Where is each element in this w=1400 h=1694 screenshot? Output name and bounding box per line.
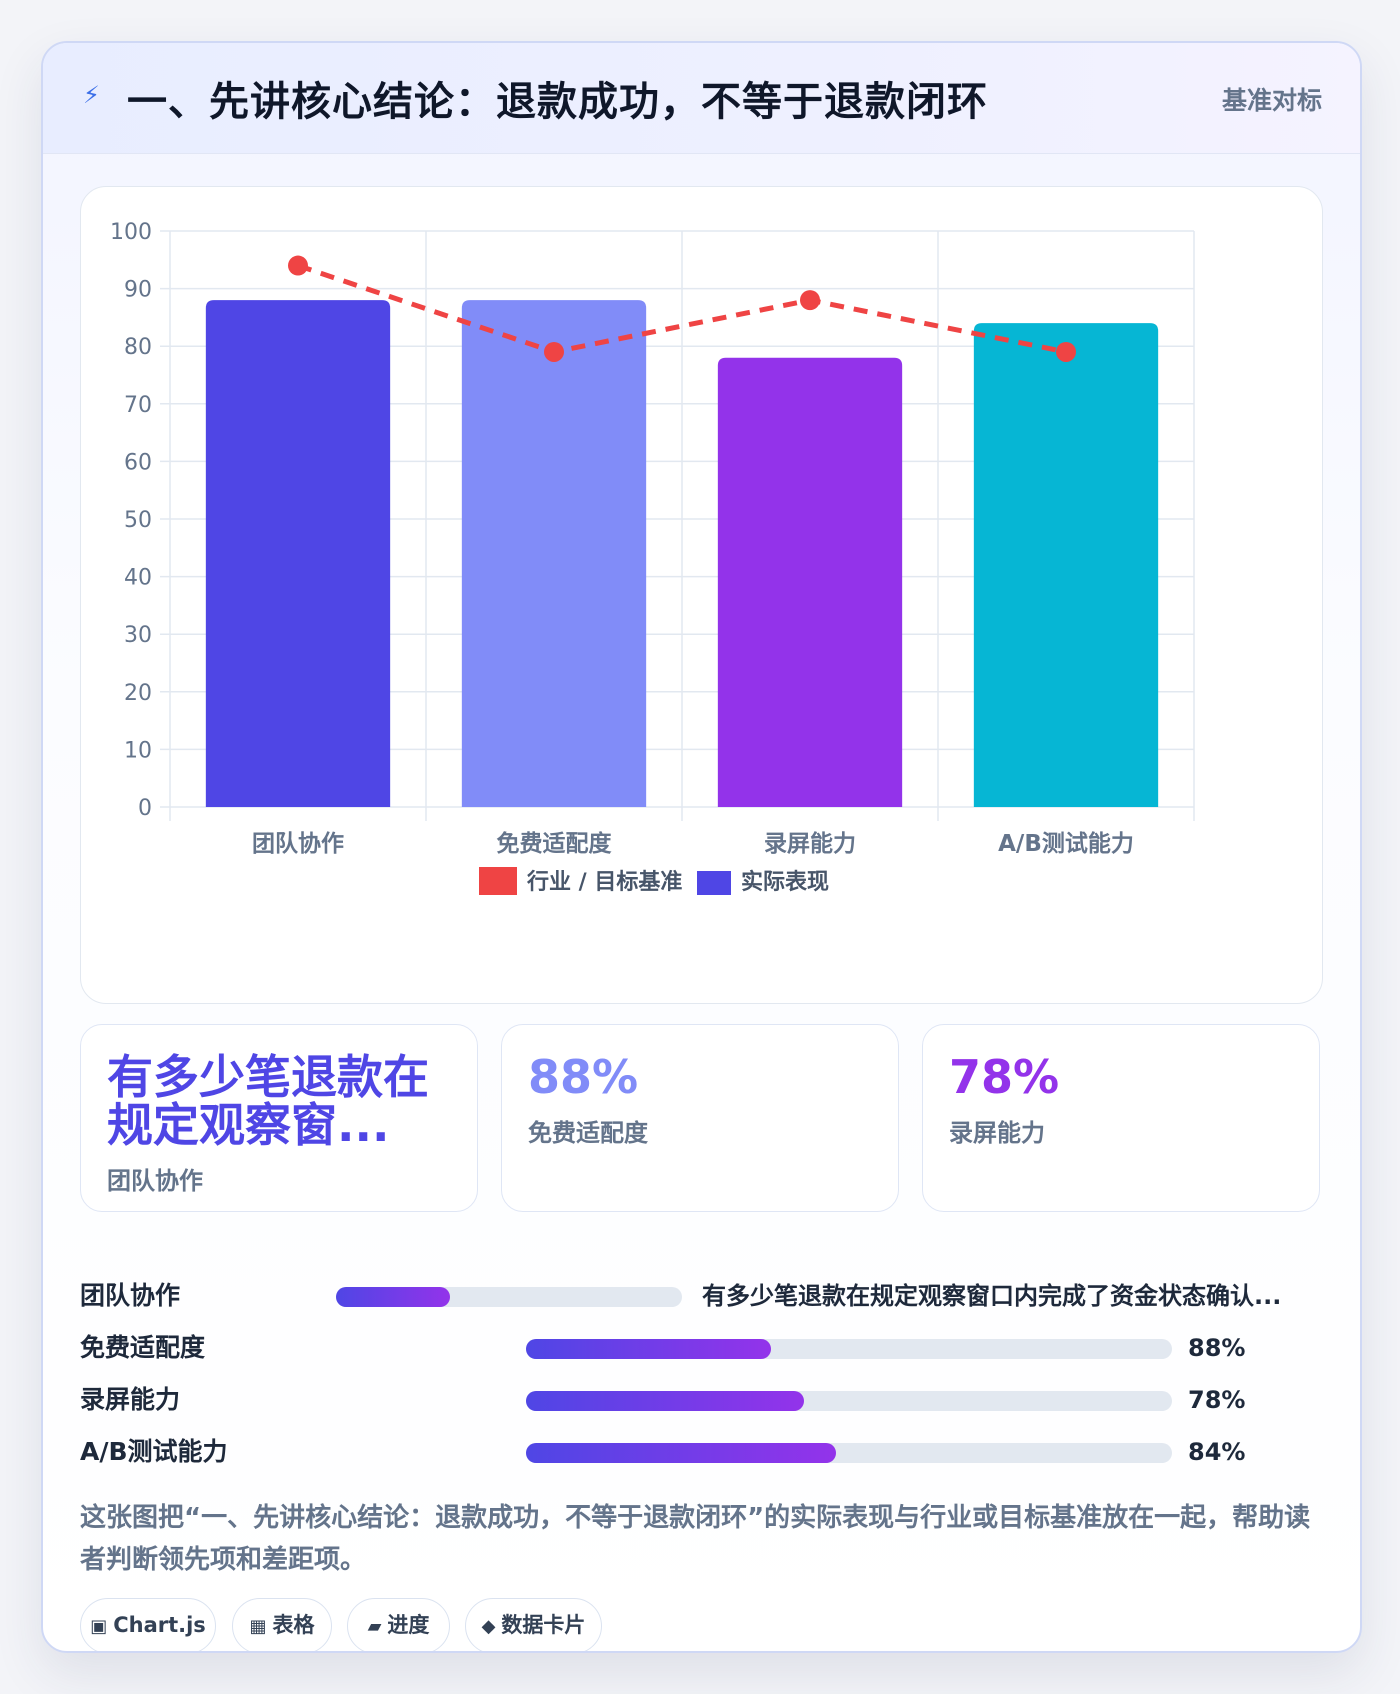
lightning-icon: ⚡ <box>83 81 100 109</box>
chip-chartjs[interactable]: ▣ Chart.js <box>80 1598 216 1651</box>
diamond-icon: ◆ <box>481 1616 496 1637</box>
card-header: ⚡ 一、先讲核心结论：退款成功，不等于退款闭环 基准对标 <box>43 43 1360 154</box>
benchmark-line <box>297 263 1067 355</box>
progress-track <box>526 1443 1172 1463</box>
bar-series <box>205 300 1159 807</box>
chart-icon: ▣ <box>90 1616 108 1637</box>
benchmark-point[interactable] <box>800 290 820 311</box>
y-tick-label: 10 <box>124 738 152 763</box>
bar-1[interactable] <box>205 300 391 807</box>
x-tick-label: A/B测试能力 <box>998 830 1134 857</box>
progress-icon: ▰ <box>367 1616 382 1637</box>
progress-row: A/B测试能力 84% <box>80 1434 1321 1474</box>
chip-data-card[interactable]: ◆ 数据卡片 <box>465 1598 602 1651</box>
stat-label: 团队协作 <box>107 1167 203 1195</box>
card-title: 一、先讲核心结论：退款成功，不等于退款闭环 <box>127 79 988 125</box>
progress-row: 录屏能力 78% <box>80 1382 1321 1422</box>
legend-actual-label: 实际表现 <box>741 869 829 895</box>
bar-2[interactable] <box>461 300 647 807</box>
y-tick-label: 40 <box>124 566 152 591</box>
progress-row: 团队协作 有多少笔退款在规定观察窗口内完成了资金状态确认... <box>80 1278 1321 1318</box>
benchmark-tag[interactable]: 基准对标 <box>1221 86 1322 115</box>
stat-value: 78% <box>949 1050 1060 1104</box>
stat-card-free-fit: 88% 免费适配度 <box>501 1024 899 1212</box>
stat-value: 有多少笔退款在规定观察窗... <box>107 1050 429 1152</box>
progress-value: 有多少笔退款在规定观察窗口内完成了资金状态确认... <box>702 1282 1282 1310</box>
legend-actual-swatch <box>697 871 731 895</box>
chip-label: 表格 <box>272 1613 315 1637</box>
bar-4[interactable] <box>973 323 1159 807</box>
progress-label: 免费适配度 <box>80 1333 206 1362</box>
y-tick-label: 30 <box>124 623 152 648</box>
stat-label: 录屏能力 <box>949 1119 1045 1147</box>
progress-track <box>336 1287 682 1307</box>
progress-fill <box>526 1339 772 1359</box>
x-tick-label: 录屏能力 <box>764 830 856 857</box>
chip-label: Chart.js <box>113 1613 206 1637</box>
legend-item-actual[interactable]: 实际表现 <box>697 869 829 895</box>
progress-value: 84% <box>1188 1438 1246 1466</box>
legend-item-benchmark[interactable]: 行业 / 目标基准 <box>479 867 682 895</box>
progress-fill <box>526 1391 804 1411</box>
y-tick-label: 80 <box>124 335 152 360</box>
benchmark-point[interactable] <box>544 341 564 362</box>
chart-panel: 0 10 20 30 40 50 60 70 80 90 100 团队协作 免费适配度 录屏能力 A/B测试… <box>80 186 1323 1004</box>
benchmark-point[interactable] <box>1056 341 1076 362</box>
stat-label: 免费适配度 <box>528 1119 648 1147</box>
chart-summary: 这张图把“一、先讲核心结论：退款成功，不等于退款闭环”的实际表现与行业或目标基准… <box>80 1503 1311 1575</box>
axis-labels: 0 10 20 30 40 50 60 70 80 90 100 团队协作 免费适配度 录屏能力 A/B测试… <box>110 220 1134 857</box>
progress-track <box>526 1339 1172 1359</box>
progress-row: 免费适配度 88% <box>80 1330 1321 1370</box>
progress-label: 录屏能力 <box>80 1385 181 1414</box>
benchmark-point[interactable] <box>288 255 308 276</box>
progress-label: 团队协作 <box>80 1281 181 1310</box>
x-tick-label: 免费适配度 <box>497 830 613 857</box>
table-icon: ▦ <box>249 1616 267 1637</box>
legend-benchmark-swatch <box>479 867 517 895</box>
y-tick-label: 90 <box>124 278 152 303</box>
progress-track <box>526 1391 1172 1411</box>
stat-card-recording: 78% 录屏能力 <box>922 1024 1320 1212</box>
chip-label: 进度 <box>387 1613 430 1637</box>
benchmark-line-series <box>288 255 1076 362</box>
y-tick-label: 60 <box>124 450 152 475</box>
chip-progress[interactable]: ▰ 进度 <box>347 1598 450 1651</box>
y-tick-label: 0 <box>138 796 152 821</box>
y-tick-label: 50 <box>124 508 152 533</box>
legend-benchmark-label: 行业 / 目标基准 <box>526 869 682 895</box>
bar-3[interactable] <box>717 357 903 807</box>
benchmark-card: ⚡ 一、先讲核心结论：退款成功，不等于退款闭环 基准对标 0 10 20 30 40 50… <box>41 41 1362 1653</box>
benchmark-chart[interactable]: 0 10 20 30 40 50 60 70 80 90 100 团队协作 免费适配度 录屏能力 A/B测试… <box>81 187 1322 1003</box>
stat-value: 88% <box>528 1050 639 1104</box>
y-tick-label: 20 <box>124 681 152 706</box>
progress-fill <box>336 1287 451 1307</box>
x-tick-label: 团队协作 <box>252 831 344 857</box>
chart-legend: 行业 / 目标基准 实际表现 <box>479 867 829 895</box>
progress-value: 88% <box>1188 1334 1246 1362</box>
chip-label: 数据卡片 <box>501 1613 586 1637</box>
progress-fill <box>526 1443 837 1463</box>
stat-cards: 有多少笔退款在规定观察窗... 团队协作 88% 免费适配度 78% 录屏能力 <box>80 1024 1321 1214</box>
progress-label: A/B测试能力 <box>80 1437 228 1466</box>
y-tick-label: 100 <box>110 220 152 245</box>
chip-table[interactable]: ▦ 表格 <box>232 1598 332 1651</box>
progress-value: 78% <box>1188 1386 1246 1414</box>
y-tick-label: 70 <box>124 393 152 418</box>
stat-card-team-collab: 有多少笔退款在规定观察窗... 团队协作 <box>80 1024 478 1212</box>
